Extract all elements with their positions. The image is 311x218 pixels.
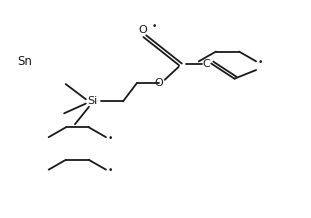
Text: •: • (151, 22, 157, 31)
Text: O: O (139, 25, 147, 35)
Text: •: • (108, 166, 113, 175)
Text: O: O (154, 78, 163, 88)
Text: C: C (203, 58, 211, 68)
Text: Sn: Sn (18, 55, 33, 68)
Text: Si: Si (87, 96, 97, 106)
Text: •: • (258, 58, 263, 67)
Text: •: • (108, 134, 113, 143)
